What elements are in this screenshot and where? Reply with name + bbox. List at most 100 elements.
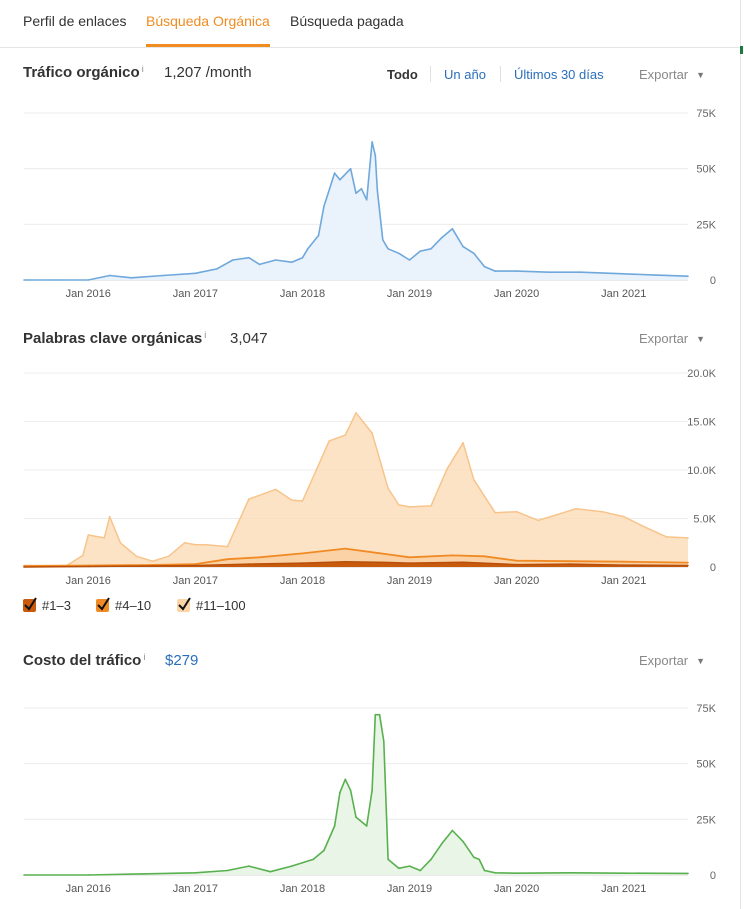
data-point [515,559,518,562]
data-point [387,487,389,490]
range-divider [430,66,431,82]
chevron-down-icon: ▼ [696,334,706,344]
data-point [378,713,381,716]
info-icon[interactable]: i [141,64,144,74]
data-point [494,270,497,272]
data-point [194,543,197,546]
data-point [622,273,625,275]
data-point [440,236,443,239]
data-point [194,563,197,565]
info-icon[interactable]: i [204,330,207,340]
tab-organic-search[interactable]: Búsqueda Orgánica [146,13,270,29]
range-last-30-days[interactable]: Últimos 30 días [514,67,604,82]
data-point [216,268,218,270]
data-point [601,510,604,513]
cost-export-button[interactable]: Exportar ▼ [639,653,705,668]
data-point [248,563,250,565]
traffic-export-button[interactable]: Exportar ▼ [639,67,705,82]
data-point [408,865,411,867]
data-point [473,478,475,481]
data-point [226,558,229,560]
range-one-year[interactable]: Un año [444,67,486,82]
data-point [371,141,373,143]
y-tick-label: 25K [696,219,716,231]
data-point [248,498,250,500]
data-point [87,565,90,568]
data-point [162,274,164,277]
data-point [82,554,84,557]
data-point [274,488,277,491]
export-label: Exportar [639,653,689,668]
data-point [108,274,111,277]
keywords-section-title: Palabras clave orgánicas i [23,330,206,347]
info-icon[interactable]: i [143,652,146,662]
y-tick-label: 15.0K [687,417,716,429]
series-line [24,412,689,567]
cost-value[interactable]: $279 [165,652,199,669]
data-point [205,543,207,546]
data-point [376,561,379,563]
data-point [349,167,352,170]
data-point [301,562,304,564]
x-tick-label: Jan 2017 [173,575,218,587]
checkbox-checked-icon [177,597,191,612]
data-point [387,248,389,250]
data-point [408,556,411,559]
data-point [478,858,481,861]
data-point [108,515,111,518]
data-point [515,872,518,874]
data-point [687,537,689,539]
data-point [141,565,143,567]
data-point [194,272,197,275]
data-point [194,564,197,567]
data-point [87,534,90,536]
data-point [580,271,582,273]
data-point [365,199,368,201]
data-point [290,865,293,867]
legend-label: #11–100 [196,598,246,613]
data-point [141,873,143,875]
data-point [430,248,432,250]
data-point [290,261,293,263]
tab-paid-search[interactable]: Búsqueda pagada [290,13,404,29]
data-point [226,869,229,872]
data-point [344,434,347,436]
data-point [339,179,341,181]
y-tick-label: 50K [696,759,716,771]
data-point [344,778,347,781]
data-point [333,172,336,174]
x-tick-label: Jan 2020 [494,883,539,895]
legend-item-11-100[interactable]: #11–100 [177,597,246,616]
data-point [462,561,464,563]
legend-item-top3[interactable]: #1–3 [23,597,71,616]
data-point [515,270,518,272]
range-all[interactable]: Todo [387,67,418,82]
data-point [644,526,646,528]
data-point [446,468,448,470]
tab-backlink-profile[interactable]: Perfil de enlaces [23,13,127,29]
export-label: Exportar [639,67,689,82]
data-point [687,275,689,277]
data-point [374,154,377,157]
data-point [130,277,132,279]
data-point [226,545,229,548]
data-point [494,872,497,874]
data-point [430,505,432,507]
data-point [194,872,197,874]
data-point [483,555,486,558]
data-point [339,791,341,794]
data-point [451,228,454,230]
data-point [355,192,357,194]
data-point [333,825,336,827]
data-point [301,256,304,259]
data-point [258,556,261,559]
keywords-export-button[interactable]: Exportar ▼ [639,331,705,346]
legend-item-4-10[interactable]: #4–10 [96,597,151,616]
x-tick-label: Jan 2016 [66,883,111,895]
x-tick-label: Jan 2021 [601,288,646,300]
y-tick-label: 0 [710,562,716,574]
data-point [301,500,304,502]
y-tick-label: 5.0K [693,514,716,526]
data-point [371,789,373,792]
x-tick-label: Jan 2018 [280,288,325,300]
